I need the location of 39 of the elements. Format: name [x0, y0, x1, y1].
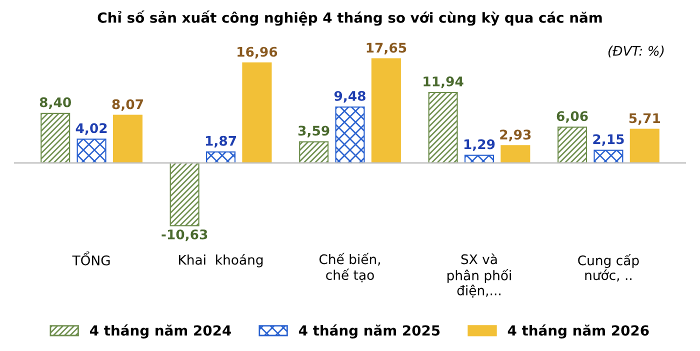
bar [428, 92, 458, 164]
x-tick-label: Chế biến, chế tạo [319, 252, 380, 282]
data-label: 4,02 [76, 123, 107, 135]
chart-title: Chỉ số sản xuất công nghiệp 4 tháng so với cùng kỳ qua các năm [98, 10, 602, 26]
bar [500, 145, 530, 164]
legend-label: 4 tháng năm 2024 [90, 324, 231, 338]
x-tick-label: TỔNG [72, 251, 110, 266]
bar [40, 112, 70, 164]
data-label: 1,29 [464, 139, 495, 151]
x-tick-label: SX và phân phối điện,... [448, 254, 511, 298]
data-label: 9,48 [334, 90, 366, 103]
data-label: 8,07 [112, 99, 143, 111]
bar [299, 141, 329, 164]
data-label: 2,93 [500, 130, 531, 142]
data-label: 11,94 [424, 76, 464, 88]
data-label: 2,15 [593, 134, 624, 146]
data-label: 8,40 [40, 97, 71, 109]
bar [242, 62, 272, 164]
x-tick-label: Cung cấp nước, .. [578, 254, 639, 282]
bar [594, 150, 624, 164]
bar [558, 126, 588, 164]
data-label: 3,59 [298, 126, 330, 138]
data-label: 5,71 [629, 113, 660, 125]
bar [112, 114, 142, 164]
bar [170, 162, 200, 226]
bar [371, 58, 401, 164]
data-label: 6,06 [556, 111, 588, 123]
text: (ĐVT: %) [608, 46, 664, 58]
data-label: 1,87 [206, 136, 236, 148]
bar [206, 151, 236, 164]
bar [76, 138, 106, 164]
legend-label: 4 tháng năm 2025 [298, 324, 440, 338]
x-tick-label: Khai khoáng [179, 254, 263, 268]
data-label: -10,63 [162, 229, 208, 242]
bar [335, 106, 365, 164]
bar [630, 128, 660, 164]
data-label: 16,96 [238, 46, 278, 58]
data-label: 17,65 [366, 42, 406, 54]
legend-label: 4 tháng năm 2026 [508, 324, 649, 338]
